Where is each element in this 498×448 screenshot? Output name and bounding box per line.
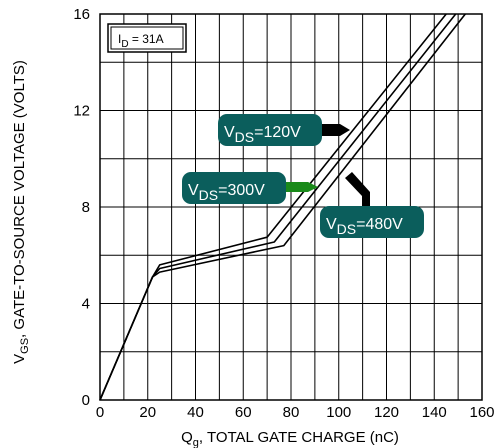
- x-tick-label: 120: [374, 404, 399, 421]
- y-tick-label: 12: [73, 103, 90, 120]
- y-tick-label: 4: [82, 296, 90, 313]
- y-tick-labels: 0 4 8 12 16: [73, 6, 90, 409]
- x-axis-label: Qg, TOTAL GATE CHARGE (nC): [181, 429, 399, 448]
- current-annotation: ID = 31A: [107, 23, 187, 53]
- x-tick-label: 160: [469, 404, 494, 421]
- x-tick-label: 140: [422, 404, 447, 421]
- series-tag-480v: VDS=480V: [320, 172, 424, 238]
- series-lines: [99, 13, 466, 401]
- x-tick-label: 80: [283, 404, 300, 421]
- x-tick-label: 100: [326, 404, 351, 421]
- annotation-text: ID = 31A: [118, 32, 164, 50]
- tag-480v-text: VDS=480V: [326, 216, 403, 237]
- tag-120v-text: VDS=120V: [224, 124, 301, 145]
- y-tick-label: 8: [82, 199, 90, 216]
- arrow-480v: [345, 172, 370, 206]
- series-line-480v: [99, 13, 466, 401]
- y-tick-label: 0: [82, 392, 90, 409]
- x-tick-label: 20: [139, 404, 156, 421]
- x-tick-label: 60: [235, 404, 252, 421]
- series-tag-300v: VDS=300V: [182, 172, 318, 204]
- y-axis-label: VGS, GATE-TO-SOURCE VOLTAGE (VOLTS): [11, 60, 31, 364]
- plot-frame: [99, 13, 483, 401]
- x-tick-label: 40: [187, 404, 204, 421]
- x-tick-label: 0: [96, 404, 104, 421]
- arrow-120v: [322, 124, 350, 136]
- arrow-300v: [286, 182, 318, 192]
- series-tag-120v: VDS=120V: [218, 114, 350, 146]
- x-tick-labels: 0 20 40 60 80 100 120 140 160: [96, 404, 495, 421]
- y-tick-label: 16: [73, 6, 90, 23]
- tag-300v-text: VDS=300V: [188, 182, 265, 203]
